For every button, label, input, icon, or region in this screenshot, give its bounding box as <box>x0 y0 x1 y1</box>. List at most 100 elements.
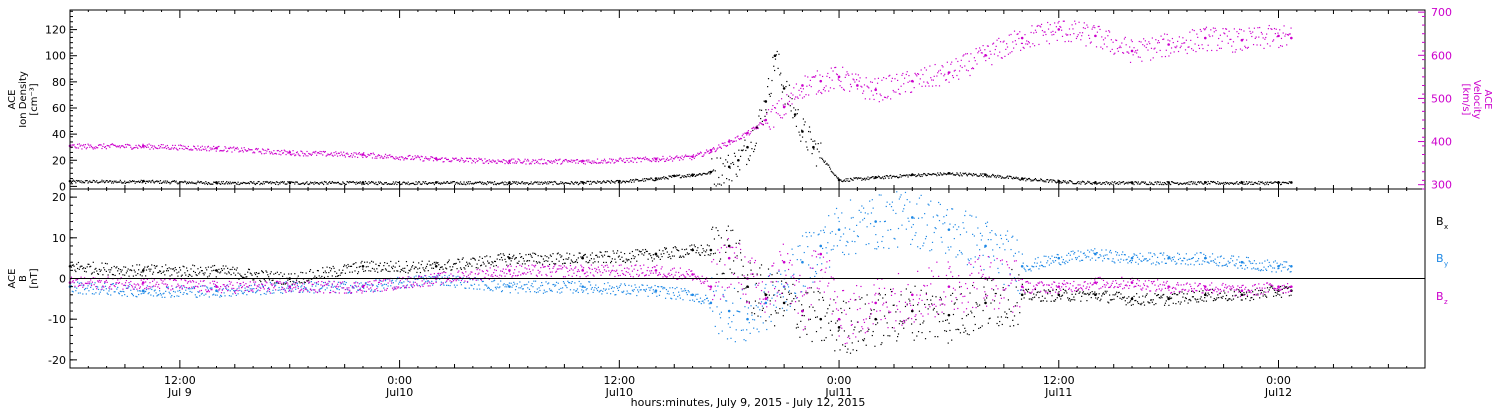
data-dot <box>161 266 163 268</box>
data-dot <box>401 269 403 271</box>
data-dot <box>865 77 867 79</box>
data-dot <box>193 182 195 184</box>
data-dot <box>235 294 237 296</box>
data-dot <box>175 147 177 149</box>
data-dot <box>917 174 919 177</box>
data-dot <box>600 251 602 254</box>
data-dot <box>1081 292 1084 294</box>
data-dot <box>316 269 319 272</box>
data-dot <box>602 290 604 292</box>
data-dot <box>665 158 668 161</box>
data-dot <box>930 77 932 79</box>
data-dot <box>166 180 169 182</box>
data-dot <box>1102 182 1104 184</box>
data-dot <box>695 251 697 254</box>
data-dot <box>285 281 287 283</box>
data-dot <box>114 144 116 146</box>
data-dot <box>152 148 155 150</box>
data-dot <box>1145 46 1147 49</box>
data-dot <box>486 255 488 257</box>
data-dot <box>997 316 999 318</box>
data-dot <box>716 273 718 275</box>
data-dot <box>836 74 839 76</box>
data-dot <box>469 263 471 265</box>
data-dot <box>1077 34 1079 36</box>
data-dot <box>1115 183 1117 185</box>
data-dot <box>421 156 423 158</box>
data-dot <box>1143 38 1145 40</box>
data-dot <box>686 155 688 157</box>
data-dot <box>847 73 849 75</box>
data-dot <box>393 157 395 160</box>
data-dot <box>894 176 896 178</box>
data-dot <box>1005 177 1007 179</box>
data-dot <box>648 253 650 255</box>
data-dot <box>705 249 708 251</box>
data-dot <box>268 287 270 289</box>
data-dot <box>202 148 204 150</box>
data-dot <box>1038 43 1040 46</box>
data-dot <box>1244 183 1246 185</box>
data-dot <box>193 270 195 273</box>
data-dot <box>816 148 818 150</box>
data-dot <box>548 183 550 185</box>
data-dot <box>843 89 846 91</box>
data-dot <box>234 147 237 149</box>
data-dot <box>815 165 818 167</box>
data-dot <box>430 264 432 266</box>
data-dot <box>560 287 562 290</box>
data-dot <box>851 179 853 181</box>
data-dot <box>738 149 740 151</box>
data-dot <box>192 149 194 151</box>
data-dot <box>265 293 267 295</box>
data-dot <box>1072 298 1074 301</box>
data-dot <box>250 181 252 183</box>
data-dot <box>448 182 450 185</box>
data-dot <box>828 166 831 168</box>
data-dot <box>651 179 654 181</box>
data-dot <box>200 270 203 272</box>
data-dot <box>668 253 670 256</box>
data-dot <box>86 146 88 149</box>
data-dot <box>426 280 429 282</box>
data-dot <box>75 147 77 149</box>
data-dot <box>1220 296 1222 298</box>
data-dot <box>96 270 98 272</box>
data-dot <box>247 268 250 270</box>
data-dot <box>143 147 145 149</box>
data-dot <box>353 287 355 289</box>
data-dot <box>180 285 182 287</box>
data-dot <box>253 288 255 290</box>
data-dot <box>1279 285 1282 288</box>
data-dot <box>178 182 180 184</box>
data-dot <box>124 274 126 276</box>
data-dot <box>1237 183 1239 185</box>
data-dot <box>938 321 941 323</box>
data-dot <box>1008 308 1010 310</box>
data-dot <box>835 322 837 324</box>
data-dot <box>682 255 684 257</box>
data-dot <box>418 275 420 277</box>
data-dot <box>1021 283 1023 285</box>
data-dot <box>768 294 770 296</box>
data-dot <box>548 160 550 162</box>
data-dot <box>1040 300 1043 302</box>
data-dot <box>443 284 445 286</box>
data-dot <box>189 149 191 151</box>
data-dot <box>292 290 294 292</box>
data-dot <box>204 146 206 148</box>
data-dot <box>449 160 451 162</box>
data-dot <box>671 255 674 257</box>
data-dot <box>1120 181 1122 183</box>
data-dot <box>695 175 697 177</box>
data-dot <box>979 49 982 51</box>
data-point <box>709 248 713 252</box>
data-dot <box>264 149 266 152</box>
data-dot <box>616 179 619 182</box>
data-dot <box>220 183 222 185</box>
data-dot <box>959 65 962 67</box>
data-dot <box>170 296 172 298</box>
data-dot <box>99 291 101 293</box>
data-dot <box>712 147 715 149</box>
data-dot <box>1132 54 1134 56</box>
